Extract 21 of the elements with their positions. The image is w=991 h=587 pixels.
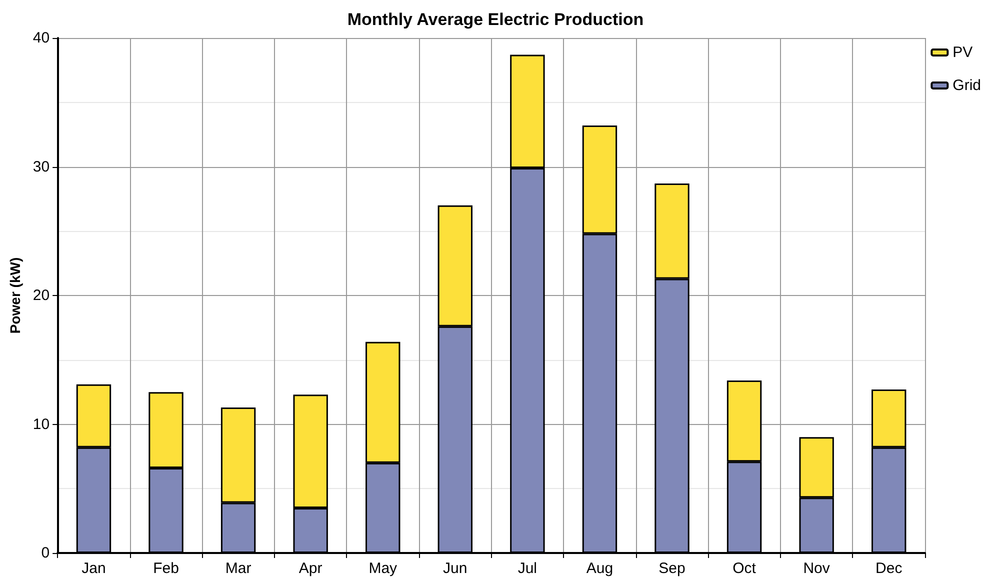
x-tick-label: Feb: [153, 560, 179, 577]
x-tick-label: Oct: [732, 560, 757, 577]
x-tick-label: May: [368, 560, 398, 577]
x-tick-label: Dec: [876, 560, 903, 577]
legend-label: Grid: [952, 77, 982, 94]
x-tick-label: Mar: [225, 560, 252, 577]
x-tick-label: Apr: [298, 560, 322, 577]
y-tick-label: 10: [32, 416, 50, 433]
x-tick-label: Nov: [803, 560, 830, 577]
x-tick-label: Sep: [658, 560, 686, 577]
y-tick-label: 30: [32, 158, 50, 176]
x-tick-label: Jul: [518, 560, 538, 577]
chart-title: Monthly Average Electric Production: [347, 10, 644, 29]
y-axis-title: Power (kW): [7, 257, 23, 334]
x-tick-label: Aug: [586, 560, 614, 577]
y-tick-label: 40: [32, 30, 50, 46]
x-tick-label: Jan: [82, 560, 106, 577]
y-tick-label: 20: [32, 287, 50, 304]
y-tick-label: 0: [41, 544, 50, 562]
legend-label: PV: [952, 44, 973, 61]
x-tick-label: Jun: [443, 560, 468, 577]
